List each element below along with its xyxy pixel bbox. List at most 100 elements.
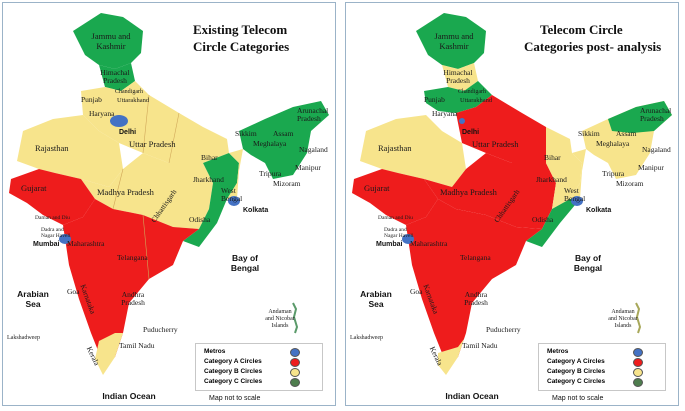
metro-delhi (110, 115, 128, 127)
panel-title: Existing Telecom Circle Categories (193, 21, 289, 55)
map-panel-existing: Existing Telecom Circle Categories Jammu… (2, 2, 336, 406)
label-bay-of-bengal: Bay of Bengal (230, 253, 260, 273)
title-line-1: Existing Telecom (193, 22, 288, 37)
legend-swatch-cat-c (633, 378, 643, 387)
label-goa: Goa (67, 287, 80, 296)
label-uttar-pradesh: Uttar Pradesh (472, 139, 519, 149)
region-himachal (99, 63, 135, 91)
label-punjab: Punjab (424, 95, 445, 104)
region-central-yellow (81, 153, 213, 229)
label-lakshadweep: Lakshadweep (7, 335, 40, 341)
label-arabian-sea: Arabian Sea (360, 289, 392, 309)
label-indian-ocean: Indian Ocean (445, 391, 499, 401)
metro-kolkata (571, 196, 583, 206)
label-andaman: Andaman and Nicobar Islands (608, 309, 638, 329)
region-jammu-kashmir (73, 13, 143, 69)
label-delhi: Delhi (462, 129, 480, 136)
label-chandigarh: Chandigarh (458, 89, 486, 95)
legend-swatch-metros (633, 348, 643, 357)
region-punjab-uk (424, 81, 492, 113)
region-south-red (406, 199, 542, 363)
legend-cat-c: Category C Circles (204, 378, 263, 385)
region-gujarat (352, 169, 438, 225)
legend: Metros Category A Circles Category B Cir… (538, 343, 666, 391)
label-mumbai: Mumbai (33, 241, 60, 248)
region-west-bengal (570, 149, 586, 199)
label-jharkhand: Jharkhand (193, 175, 224, 184)
label-dadra: Dadra and Nagar Haveli (384, 227, 414, 239)
label-meghalaya: Meghalaya (253, 139, 287, 148)
metro-kolkata (228, 196, 240, 206)
label-arunachal: Arunachal Pradesh (640, 106, 672, 123)
label-tripura: Tripura (602, 169, 625, 178)
label-nagaland: Nagaland (299, 145, 328, 154)
label-goa: Goa (410, 287, 423, 296)
label-mizoram: Mizoram (273, 179, 301, 188)
region-north-yellow (81, 81, 229, 163)
scale-note: Map not to scale (209, 395, 261, 402)
label-puducherry: Puducherry (486, 325, 521, 334)
label-rajasthan: Rajasthan (378, 143, 412, 153)
label-andhra-pradesh: Andhra Pradesh (464, 290, 488, 307)
label-indian-ocean: Indian Ocean (102, 391, 156, 401)
label-arabian-sea: Arabian Sea (17, 289, 49, 309)
label-maharashtra: Maharashtra (410, 239, 448, 248)
legend-swatch-cat-b (290, 368, 300, 377)
label-dadra: Dadra and Nagar Haveli (41, 227, 71, 239)
region-jammu-kashmir (416, 13, 486, 69)
label-odisha: Odisha (532, 215, 554, 224)
region-rajasthan (360, 115, 466, 187)
label-rajasthan: Rajasthan (35, 143, 69, 153)
label-daman-diu: Daman and Diu (378, 215, 413, 221)
label-haryana: Haryana (89, 109, 115, 118)
legend-cat-c: Category C Circles (547, 378, 606, 385)
legend-cat-a: Category A Circles (547, 358, 605, 365)
label-manipur: Manipur (638, 163, 664, 172)
label-madhya-pradesh: Madhya Pradesh (440, 187, 497, 197)
legend-swatch-metros (290, 348, 300, 357)
label-haryana: Haryana (432, 109, 458, 118)
region-himachal (442, 63, 478, 91)
metro-mumbai (59, 234, 71, 244)
legend-metros: Metros (547, 348, 569, 355)
label-puducherry: Puducherry (143, 325, 178, 334)
label-tripura: Tripura (259, 169, 282, 178)
legend-cat-b: Category B Circles (547, 368, 606, 375)
label-jammu-kashmir: Jammu and Kashmir (434, 31, 474, 51)
region-andaman (635, 302, 642, 334)
region-mp-red (424, 153, 556, 229)
label-delhi: Delhi (119, 129, 137, 136)
label-tamil-nadu: Tamil Nadu (119, 341, 155, 350)
legend-swatch-cat-a (290, 358, 300, 367)
label-jharkhand: Jharkhand (536, 175, 567, 184)
label-west-bengal: West Bengal (221, 186, 243, 203)
label-bay-of-bengal: Bay of Bengal (573, 253, 603, 273)
india-map-existing (9, 13, 329, 375)
title-line-1: Telecom Circle (540, 22, 623, 37)
region-east-green (183, 153, 239, 247)
label-arunachal: Arunachal Pradesh (297, 106, 329, 123)
label-west-bengal: West Bengal (564, 186, 586, 203)
map-panel-post-analysis: Telecom Circle Categories post- analysis… (345, 2, 679, 406)
label-sikkim: Sikkim (578, 129, 600, 138)
label-andaman: Andaman and Nicobar Islands (265, 309, 295, 329)
region-rajasthan (17, 115, 123, 187)
label-nagaland: Nagaland (642, 145, 671, 154)
label-mizoram: Mizoram (616, 179, 644, 188)
label-andhra-pradesh: Andhra Pradesh (121, 290, 145, 307)
label-uttarakhand: Uttarakhand (460, 97, 493, 104)
label-bihar: Bihar (201, 153, 218, 162)
legend-metros: Metros (204, 348, 226, 355)
region-bihar-jharkhand (546, 127, 582, 209)
label-assam: Assam (616, 129, 637, 138)
label-uttarakhand: Uttarakhand (117, 97, 150, 104)
label-maharashtra: Maharashtra (67, 239, 105, 248)
legend: Metros Category A Circles Category B Cir… (195, 343, 323, 391)
label-daman-diu: Daman and Diu (35, 215, 70, 221)
label-lakshadweep: Lakshadweep (350, 335, 383, 341)
label-mumbai: Mumbai (376, 241, 403, 248)
india-map-post-analysis (352, 13, 672, 375)
label-uttar-pradesh: Uttar Pradesh (129, 139, 176, 149)
legend-swatch-cat-b (633, 368, 643, 377)
label-punjab: Punjab (81, 95, 102, 104)
